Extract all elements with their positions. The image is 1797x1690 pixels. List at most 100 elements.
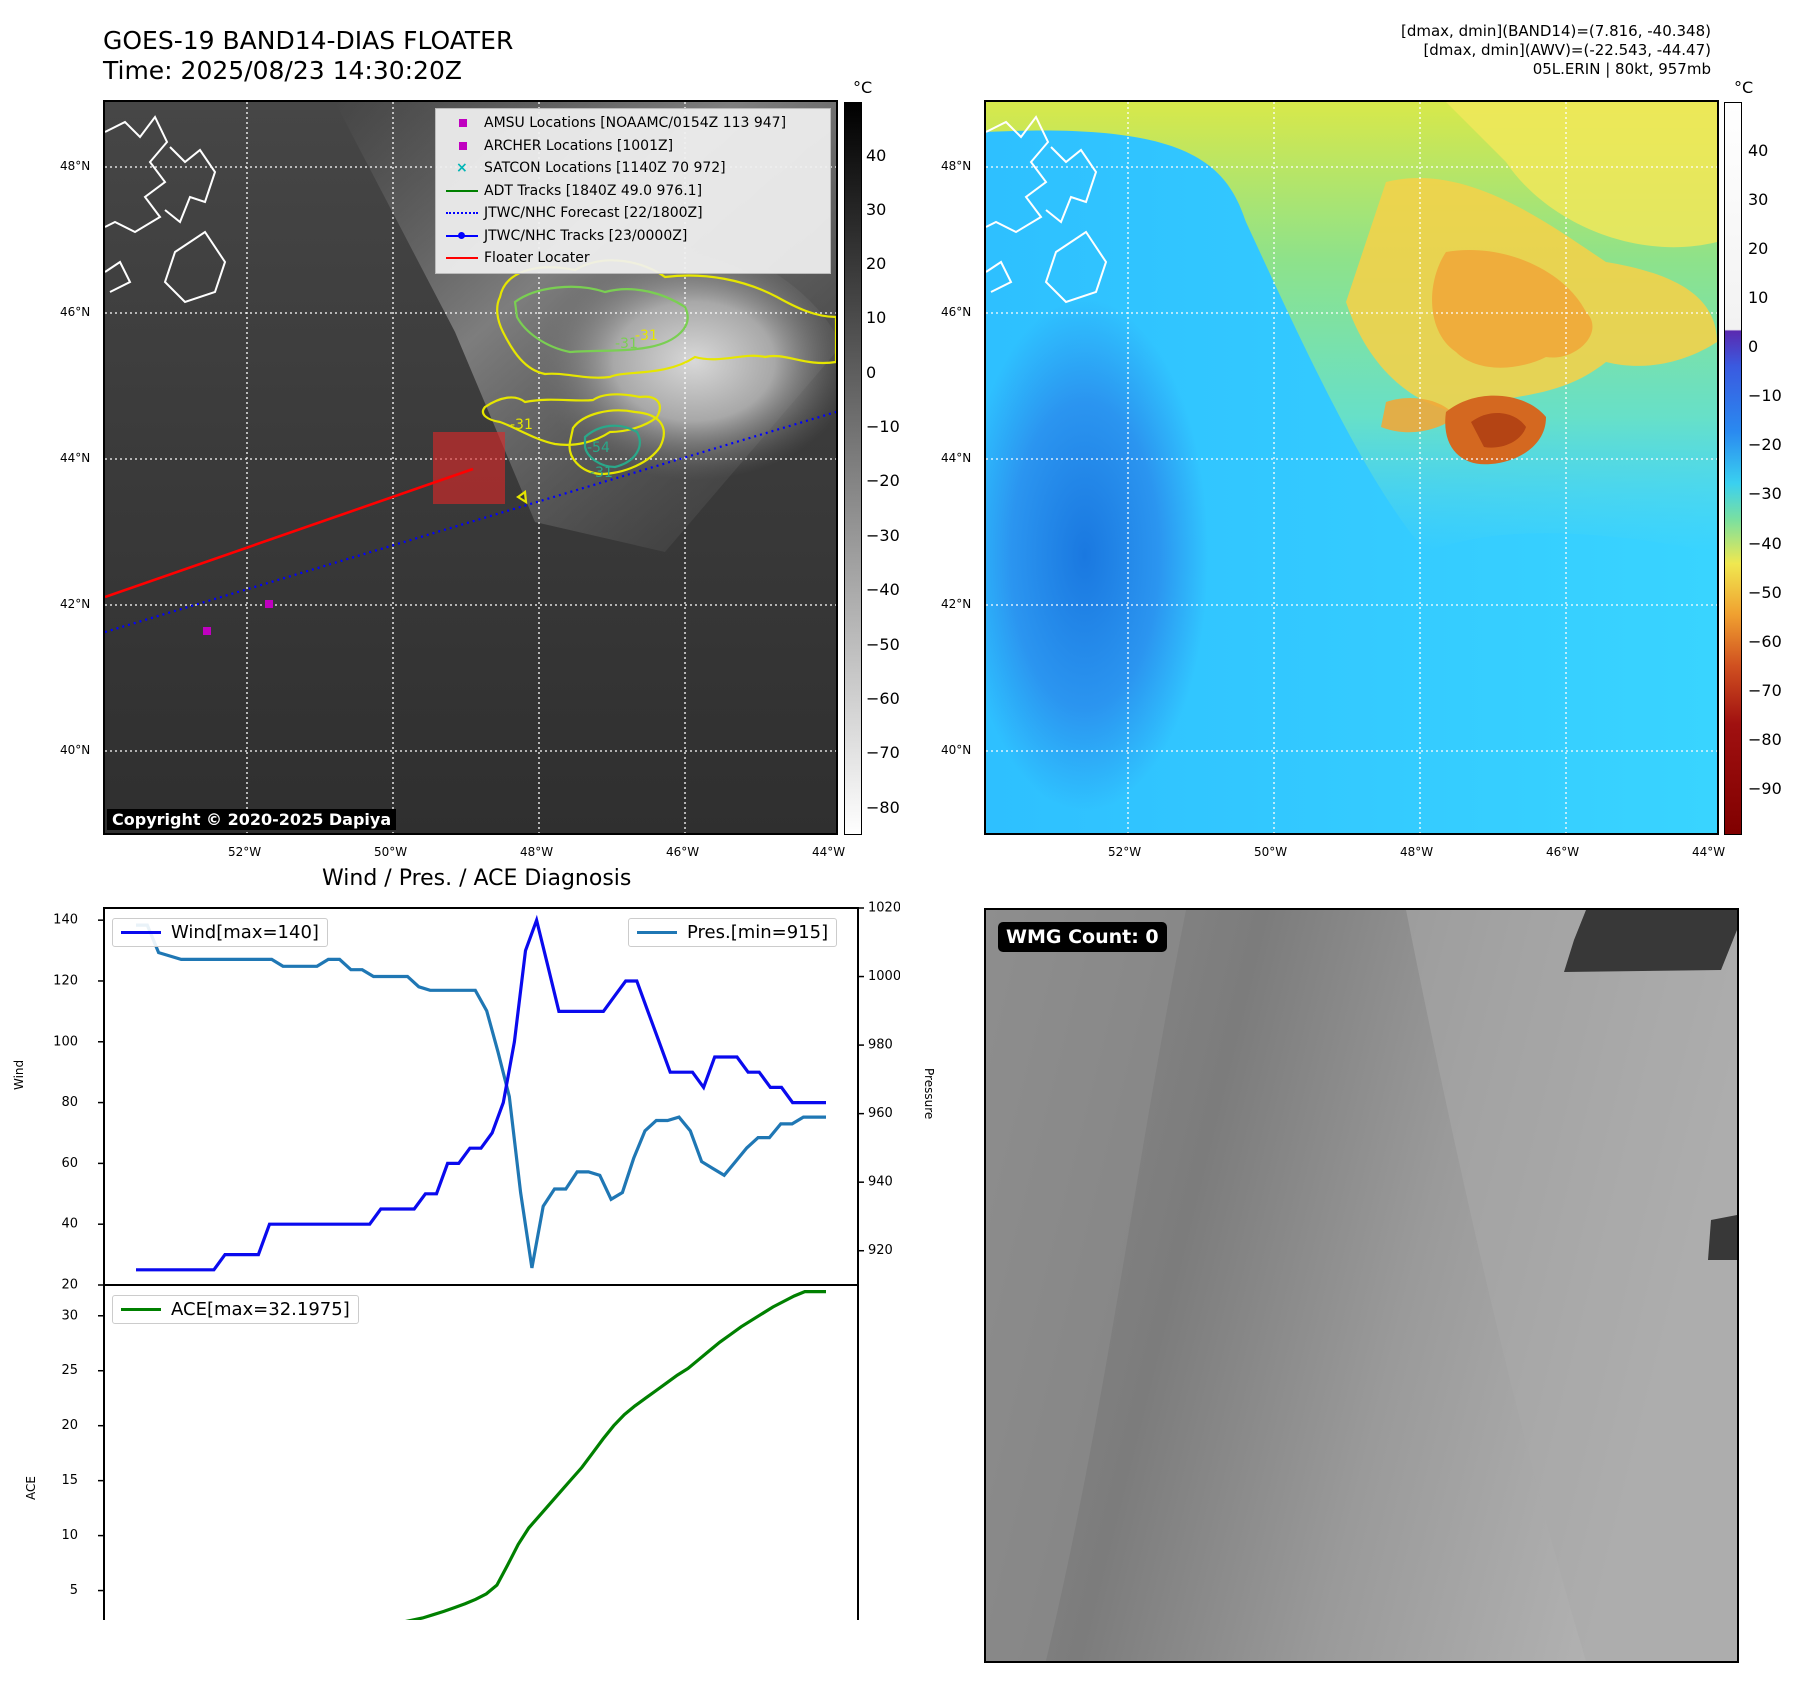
pressure-legend-label: Pres.[min=915] <box>687 922 829 943</box>
square-marker-icon <box>442 112 484 134</box>
wind-tick-label: 20 <box>61 1278 78 1293</box>
wind-tick-label: 120 <box>53 973 78 988</box>
colorbar-tick: −80 <box>866 798 900 817</box>
wmg-dark-patch <box>1564 910 1737 972</box>
title-line-2: Time: 2025/08/23 14:30:20Z <box>103 56 462 85</box>
lat-label: 48°N <box>941 159 972 173</box>
wmg-panel: WMG Count: 0 <box>984 908 1739 1663</box>
map-legend: AMSU Locations [NOAAMC/0154Z 113 947] AR… <box>435 108 831 274</box>
lat-label: 42°N <box>60 597 91 611</box>
archer-marker <box>265 600 273 608</box>
lon-label: 52°W <box>228 845 262 859</box>
colorbar-tick: 20 <box>866 254 887 273</box>
legend-label: JTWC/NHC Forecast [22/1800Z] <box>484 205 703 221</box>
legend-label: ADT Tracks [1840Z 49.0 976.1] <box>484 182 703 199</box>
legend-row-forecast: JTWC/NHC Forecast [22/1800Z] <box>442 202 824 225</box>
colorbar-gray-unit: °C <box>853 78 873 97</box>
lat-label: 46°N <box>60 305 91 319</box>
wind-legend-label: Wind[max=140] <box>171 922 319 943</box>
lon-label: 48°W <box>1400 845 1434 859</box>
colorbar-gray <box>844 102 862 835</box>
pressure-tick-label: 920 <box>868 1243 893 1258</box>
colorbar-tick: 0 <box>1748 337 1759 356</box>
wmg-left-band <box>986 910 1186 1661</box>
dry-slot <box>986 102 1339 833</box>
lon-label: 48°W <box>520 845 554 859</box>
pressure-series-line <box>136 923 826 1269</box>
colorbar-tick: −40 <box>866 580 900 599</box>
pressure-tick-label: 1020 <box>868 901 900 916</box>
lon-label: 50°W <box>1254 845 1288 859</box>
ace-series-line <box>405 1290 826 1620</box>
lat-label: 44°N <box>941 451 972 465</box>
wind-tick-label: 100 <box>53 1034 78 1049</box>
legend-row-floater: Floater Locater <box>442 247 824 270</box>
lat-label: 44°N <box>60 451 91 465</box>
dotted-line-icon <box>442 202 484 224</box>
colorbar-tick: 10 <box>866 308 887 327</box>
info-line-2: [dmax, dmin](AWV)=(-22.543, -44.47) <box>1423 41 1711 59</box>
square-marker-icon <box>442 135 484 157</box>
stats-info: [dmax, dmin](BAND14)=(7.816, -40.348) [d… <box>1401 22 1711 79</box>
colorbar-tick: 20 <box>1748 239 1769 258</box>
wind-y-ticks: 140 120 100 80 60 40 20 <box>53 913 104 1293</box>
pressure-legend-line-icon <box>637 931 677 934</box>
coastline <box>986 115 1108 304</box>
colorbar-tick: −10 <box>866 417 900 436</box>
lat-label: 42°N <box>941 597 972 611</box>
floater-track-line <box>105 467 474 599</box>
amsu-marker <box>203 627 211 635</box>
legend-row-satcon: × SATCON Locations [1140Z 70 972] <box>442 157 824 180</box>
ace-axes-frame <box>103 1284 859 1620</box>
x-marker-icon: × <box>456 160 468 177</box>
wind-tick-label: 140 <box>53 913 78 928</box>
lon-label: 50°W <box>374 845 408 859</box>
pressure-tick-label: 960 <box>868 1106 893 1121</box>
colorbar-tick: −10 <box>1748 386 1782 405</box>
awv-map-panel <box>984 100 1719 835</box>
map-grid <box>986 102 1717 833</box>
pressure-tick-label: 1000 <box>868 969 900 984</box>
wind-tick-label: 60 <box>61 1156 78 1171</box>
wmg-dark-patch <box>1708 1215 1737 1260</box>
wmg-svg <box>986 910 1737 1661</box>
orange-cloud <box>1432 250 1593 368</box>
pressure-axis-label: Pressure <box>922 1068 936 1120</box>
colorbar-tick: −60 <box>1748 632 1782 651</box>
colorbar-tick: −50 <box>1748 583 1782 602</box>
orange-cloud <box>1381 397 1456 433</box>
colorbar-tick: −20 <box>866 471 900 490</box>
lat-label: 40°N <box>941 743 972 757</box>
colorbar-tick: −50 <box>866 635 900 654</box>
solid-line-icon <box>442 247 484 269</box>
colorbar-tick: −70 <box>1748 681 1782 700</box>
colorbar-tick: −70 <box>866 743 900 762</box>
legend-row-tracks: JTWC/NHC Tracks [23/0000Z] <box>442 225 824 248</box>
legend-label: SATCON Locations [1140Z 70 972] <box>484 160 726 176</box>
colorbar-tick: 40 <box>866 146 887 165</box>
lon-label: 52°W <box>1108 845 1142 859</box>
wind-legend-line-icon <box>121 931 161 934</box>
wind-legend: Wind[max=140] <box>112 918 328 947</box>
wmg-count-badge: WMG Count: 0 <box>998 922 1167 952</box>
ace-tick-label: 15 <box>61 1473 78 1488</box>
copyright-badge: Copyright © 2020-2025 Dapiya <box>107 809 397 830</box>
wmg-bright-band <box>1406 910 1737 1661</box>
colorbar-tick: −20 <box>1748 435 1782 454</box>
contour-label: -31 <box>510 417 533 433</box>
info-line-3: 05L.ERIN | 80kt, 957mb <box>1532 60 1711 78</box>
ir-map-panel: -31 -31 -54 -31 -31 AMSU Locations [NOAA… <box>103 100 838 835</box>
colorbar-tick: 30 <box>1748 190 1769 209</box>
pressure-legend: Pres.[min=915] <box>628 918 838 947</box>
colorbar-tick: −30 <box>866 526 900 545</box>
wind-pressure-axes-frame <box>103 907 859 1286</box>
pressure-y-ticks: 1020 1000 980 960 940 920 <box>858 901 900 1258</box>
colorbar-tick: −80 <box>1748 730 1782 749</box>
cloud-mass <box>395 232 836 572</box>
contour-label: -31 <box>635 328 658 344</box>
legend-label: Floater Locater <box>484 250 590 266</box>
awv-map-svg <box>986 102 1717 833</box>
coastline <box>105 115 227 304</box>
ace-tick-label: 25 <box>61 1363 78 1378</box>
ace-y-ticks: 302520151050 <box>61 1308 104 1598</box>
